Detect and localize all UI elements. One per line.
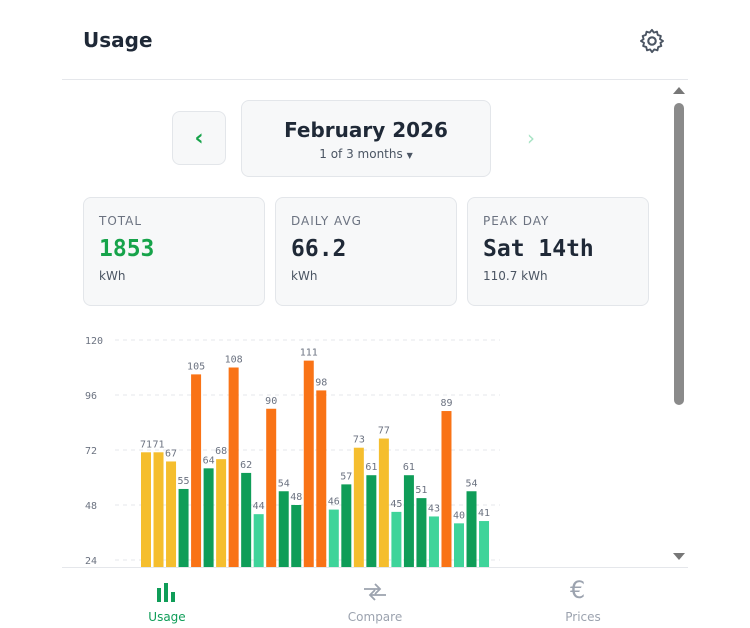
bar: [291, 505, 302, 567]
stat-label: PEAK DAY: [483, 214, 550, 228]
value-label: 57: [340, 471, 352, 482]
bar: [441, 411, 452, 567]
bar: [341, 484, 352, 567]
y-tick-label: 48: [85, 501, 97, 512]
divider: [62, 79, 688, 80]
bar: [454, 523, 464, 567]
prev-button[interactable]: ‹: [172, 111, 226, 165]
stat-card: TOTAL 1853 kWh: [83, 197, 265, 306]
next-button[interactable]: ›: [527, 126, 535, 150]
stat-value: Sat 14th: [483, 236, 594, 262]
bar: [166, 461, 177, 567]
bar: [353, 447, 364, 567]
stat-unit: kWh: [291, 269, 318, 283]
stat-value: 66.2: [291, 236, 347, 262]
tabbar-divider: [62, 567, 688, 568]
bar: [403, 475, 414, 567]
bar: [241, 472, 252, 567]
value-label: 73: [353, 435, 365, 446]
value-label: 46: [328, 497, 340, 508]
page-title: Usage: [83, 28, 153, 52]
y-tick-label: 72: [85, 446, 97, 457]
value-label: 61: [403, 462, 415, 473]
bar: [191, 374, 202, 567]
bar: [303, 360, 314, 567]
stat-label: TOTAL: [99, 214, 143, 228]
month-card[interactable]: February 2026 1 of 3 months ▼: [241, 100, 491, 177]
scroll-down[interactable]: [672, 552, 686, 562]
stat-unit: kWh: [99, 269, 126, 283]
bar: [178, 488, 189, 567]
value-label: 54: [278, 478, 290, 489]
bar: [203, 468, 214, 567]
value-label: 111: [300, 348, 318, 359]
value-label: 64: [203, 455, 215, 466]
bar: [153, 452, 164, 567]
value-label: 43: [428, 503, 440, 514]
scrollbar-thumb[interactable]: [674, 103, 684, 405]
value-label: 41: [478, 508, 490, 519]
month-count: 1 of 3 months: [319, 147, 403, 161]
value-label: 44: [253, 501, 265, 512]
bar: [216, 459, 227, 567]
tab-label[interactable]: Compare: [347, 610, 403, 624]
prices-icon: €: [570, 576, 586, 604]
bar: [428, 516, 439, 567]
value-label: 71: [152, 439, 164, 450]
value-label: 68: [215, 446, 227, 457]
stat-value: 1853: [99, 236, 155, 262]
stat-unit: 110.7 kWh: [483, 269, 548, 283]
bar: [253, 514, 264, 567]
value-label: 51: [415, 485, 427, 496]
value-label: 45: [390, 499, 402, 510]
y-tick-label: 24: [85, 556, 97, 567]
value-label: 54: [465, 478, 477, 489]
value-label: 40: [453, 510, 465, 521]
bar: [228, 367, 239, 567]
bar: [366, 475, 377, 567]
compare-icon: [364, 583, 386, 601]
value-label: 89: [440, 398, 452, 409]
stat-card: PEAK DAY Sat 14th 110.7 kWh: [467, 197, 649, 306]
bar: [479, 521, 490, 567]
month: February 2026: [284, 118, 448, 142]
value-label: 105: [187, 361, 205, 372]
value-label: 90: [265, 396, 277, 407]
value-label: 71: [140, 439, 152, 450]
settings-icon[interactable]: [638, 27, 666, 55]
bar: [278, 491, 289, 567]
bar: [466, 491, 477, 567]
bar: [266, 408, 277, 567]
dropdown-icon: ▼: [406, 151, 413, 160]
scroll-up[interactable]: [672, 85, 686, 95]
usage-icon: [157, 583, 175, 602]
stat-card: DAILY AVG 66.2 kWh: [275, 197, 457, 306]
tab-label[interactable]: Usage: [148, 610, 186, 624]
bar: [391, 511, 402, 567]
y-tick-label: 96: [85, 391, 97, 402]
value-label: 108: [225, 355, 243, 366]
value-label: 62: [240, 460, 252, 471]
bar: [328, 509, 339, 567]
value-label: 61: [365, 462, 377, 473]
scroll-area: ‹ February 2026 1 of 3 months ▼ › TOTAL 1…: [0, 80, 750, 567]
value-label: 98: [315, 377, 327, 388]
bar: [141, 452, 151, 567]
y-tick-label: 120: [85, 336, 103, 347]
tab-label[interactable]: Prices: [565, 610, 601, 624]
bar: [378, 438, 389, 567]
bar: [416, 498, 427, 567]
value-label: 77: [378, 426, 390, 437]
value-label: 48: [290, 492, 302, 503]
bar: [316, 390, 327, 567]
value-label: 67: [165, 448, 177, 459]
stat-label: DAILY AVG: [291, 214, 362, 228]
value-label: 55: [178, 476, 190, 487]
